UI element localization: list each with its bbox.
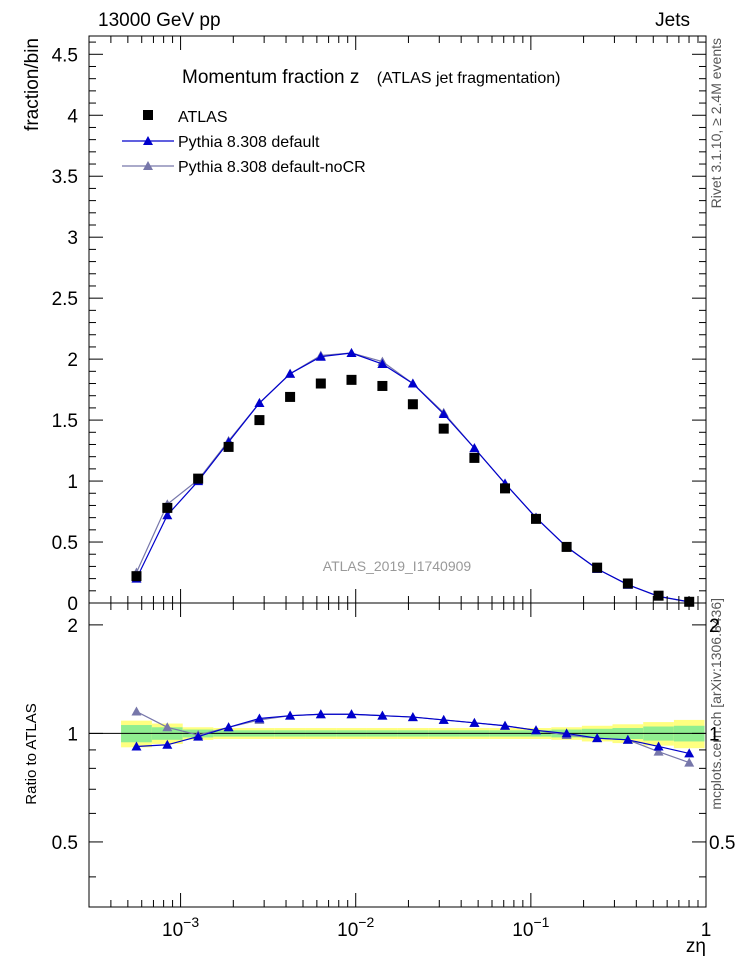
y-tick-label: 3.5: [52, 167, 78, 188]
data-point-atlas: [193, 473, 204, 484]
legend: ATLAS Pythia 8.308 default Pythia 8.308 …: [122, 109, 366, 176]
data-point-atlas: [653, 590, 664, 601]
ratio-y-tick-label-right: 0.5: [709, 833, 735, 854]
y-tick-label: 4.5: [52, 45, 78, 66]
legend-marker-default: [143, 136, 153, 145]
legend-label-atlas: ATLAS: [178, 109, 228, 126]
data-point-atlas: [500, 483, 511, 494]
ratio-point: [531, 725, 542, 735]
ratio-point: [684, 757, 695, 767]
ratio-point: [346, 709, 357, 719]
y-tick-label: 0.5: [52, 533, 78, 554]
data-point-atlas: [254, 415, 265, 426]
ratio-point: [193, 731, 204, 741]
data-point: [315, 351, 326, 361]
ratio-point: [622, 734, 633, 744]
ratio-point: [285, 710, 296, 720]
data-point-atlas: [592, 562, 603, 573]
x-tick-label: 10−3: [162, 914, 199, 941]
main-subtitle-text: (ATLAS jet fragmentation): [377, 70, 561, 87]
data-point-atlas: [561, 541, 572, 552]
ratio-point: [592, 733, 603, 743]
y-tick-label: 1.5: [52, 411, 78, 432]
data-point-atlas: [531, 513, 542, 524]
data-point-atlas: [438, 423, 449, 434]
ratio-point: [561, 728, 572, 738]
ratio-point: [684, 748, 695, 758]
data-point-atlas: [131, 571, 142, 582]
ratio-y-tick-label-right: 1: [709, 724, 720, 745]
ratio-point: [407, 712, 418, 722]
ratio-point: [223, 722, 234, 732]
mcplots-label: mcplots.cern.ch [arXiv:1306.3436]: [708, 598, 724, 810]
rivet-label: Rivet 3.1.10, ≥ 2.4M events: [708, 38, 724, 208]
ratio-point: [469, 717, 480, 727]
ratio-point: [653, 746, 664, 756]
y-tick-label: 1: [67, 472, 78, 493]
x-tick-label: 10−2: [337, 914, 374, 941]
y-tick-label: 0: [67, 594, 78, 615]
data-point-atlas: [469, 452, 480, 463]
data-point-atlas: [162, 502, 173, 513]
x-tick-label: 10−1: [512, 914, 549, 941]
main-title: Momentum fraction z (ATLAS jet fragmenta…: [182, 67, 560, 88]
ratio-point: [162, 722, 173, 732]
legend-marker-nocr: [143, 161, 153, 170]
data-point: [438, 409, 449, 418]
data-point: [285, 368, 296, 378]
ratio-ylabel: Ratio to ATLAS: [23, 703, 40, 804]
analysis-label: ATLAS_2019_I1740909: [323, 558, 472, 574]
data-point: [346, 348, 357, 358]
data-point-atlas: [285, 391, 296, 402]
y-tick-label: 4: [67, 106, 78, 127]
ratio-y-tick-label-right: 2: [709, 616, 720, 637]
data-point-atlas: [622, 578, 633, 589]
main-title-text: Momentum fraction z: [182, 67, 359, 88]
ratio-point: [438, 714, 449, 724]
y-tick-label: 2.5: [52, 289, 78, 310]
data-point-atlas: [315, 378, 326, 389]
ratio-y-tick-label: 1: [67, 724, 78, 745]
x-axis-label: zη: [686, 936, 706, 957]
ratio-panel: 10−3 10−2 10−1 1 0.5 0.5 1 1 2 2: [52, 602, 735, 941]
ratio-point: [315, 709, 326, 719]
data-point-atlas: [377, 380, 388, 391]
data-point: [254, 398, 265, 408]
data-point: [407, 378, 418, 388]
main-ylabel: fraction/bin: [22, 38, 43, 131]
data-point-atlas: [407, 399, 418, 410]
header-right: Jets: [655, 10, 690, 31]
header-left: 13000 GeV pp: [98, 10, 221, 31]
ratio-point: [131, 741, 142, 751]
data-point: [377, 359, 388, 369]
y-tick-label: 3: [67, 228, 78, 249]
legend-marker-atlas: [143, 110, 153, 120]
ratio-point: [254, 713, 265, 723]
ratio-frame: [88, 602, 707, 908]
legend-label-nocr: Pythia 8.308 default-noCR: [178, 159, 366, 176]
ratio-point: [162, 739, 173, 749]
data-point: [162, 510, 173, 520]
data-point: [469, 443, 480, 453]
x-tick-label: 1: [701, 920, 712, 941]
ratio-point: [653, 741, 664, 751]
data-point-atlas: [223, 441, 234, 452]
ratio-y-tick-label: 2: [67, 616, 78, 637]
main-panel: 0 0.5 1 1.5 2 2.5 3 3.5 4 4.5: [52, 35, 707, 615]
ratio-point: [131, 706, 142, 716]
y-tick-label: 2: [67, 350, 78, 371]
data-point-atlas: [346, 374, 357, 385]
ratio-y-tick-label: 0.5: [52, 833, 78, 854]
ratio-point: [377, 710, 388, 720]
legend-label-default: Pythia 8.308 default: [178, 134, 320, 151]
ratio-point: [500, 720, 511, 730]
